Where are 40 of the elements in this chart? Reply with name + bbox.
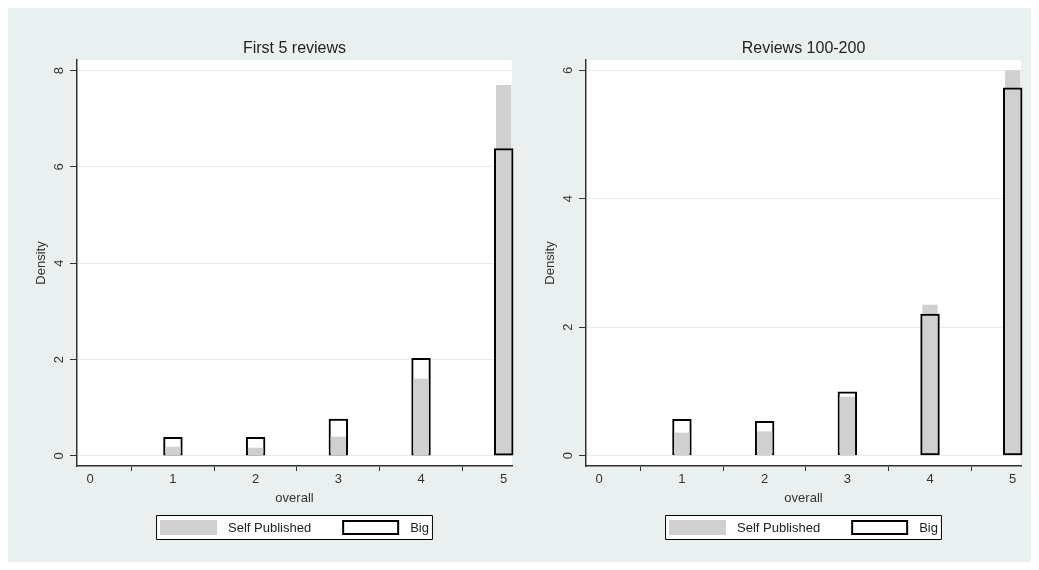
x-tick-label: 3 bbox=[334, 471, 342, 487]
legend-label: Big bbox=[410, 519, 429, 535]
y-tick-label: 4 bbox=[559, 195, 575, 203]
x-tick-label: 0 bbox=[595, 471, 603, 487]
x-tick-label: 2 bbox=[252, 471, 260, 487]
y-tick-label: 2 bbox=[559, 323, 575, 331]
bar bbox=[756, 431, 773, 456]
x-tick-label: 1 bbox=[169, 471, 177, 487]
legend-label: Big bbox=[919, 519, 938, 535]
x-tick-label: 4 bbox=[417, 471, 425, 487]
x-axis-title: overall bbox=[784, 489, 823, 505]
bar bbox=[922, 304, 938, 456]
y-axis-title: Density bbox=[541, 240, 557, 285]
x-tick-label: 5 bbox=[1009, 471, 1017, 487]
x-tick-label: 0 bbox=[86, 471, 94, 487]
y-axis-title: Density bbox=[32, 240, 48, 285]
bar bbox=[839, 396, 855, 456]
y-tick-label: 8 bbox=[50, 66, 66, 75]
bar bbox=[1005, 70, 1021, 456]
legend-label: Self Published bbox=[228, 519, 312, 535]
bar bbox=[496, 85, 512, 456]
x-axis-title: overall bbox=[275, 489, 314, 505]
chart-title: First 5 reviews bbox=[242, 39, 347, 57]
x-tick-label: 3 bbox=[843, 471, 851, 487]
chart-title: Reviews 100-200 bbox=[741, 39, 866, 57]
y-tick-label: 0 bbox=[50, 452, 66, 460]
x-tick-label: 5 bbox=[500, 471, 508, 487]
bar bbox=[413, 378, 429, 456]
y-tick-label: 4 bbox=[50, 259, 66, 267]
bar bbox=[165, 446, 181, 456]
x-tick-label: 1 bbox=[678, 471, 686, 487]
legend-label: Self Published bbox=[737, 519, 821, 535]
y-tick-label: 6 bbox=[50, 163, 66, 171]
y-tick-label: 2 bbox=[50, 355, 66, 364]
y-tick-label: 6 bbox=[559, 66, 575, 74]
bar bbox=[674, 432, 690, 456]
x-tick-label: 2 bbox=[761, 471, 769, 487]
x-tick-label: 4 bbox=[926, 471, 934, 487]
y-tick-label: 0 bbox=[559, 452, 575, 460]
bar bbox=[330, 436, 346, 456]
